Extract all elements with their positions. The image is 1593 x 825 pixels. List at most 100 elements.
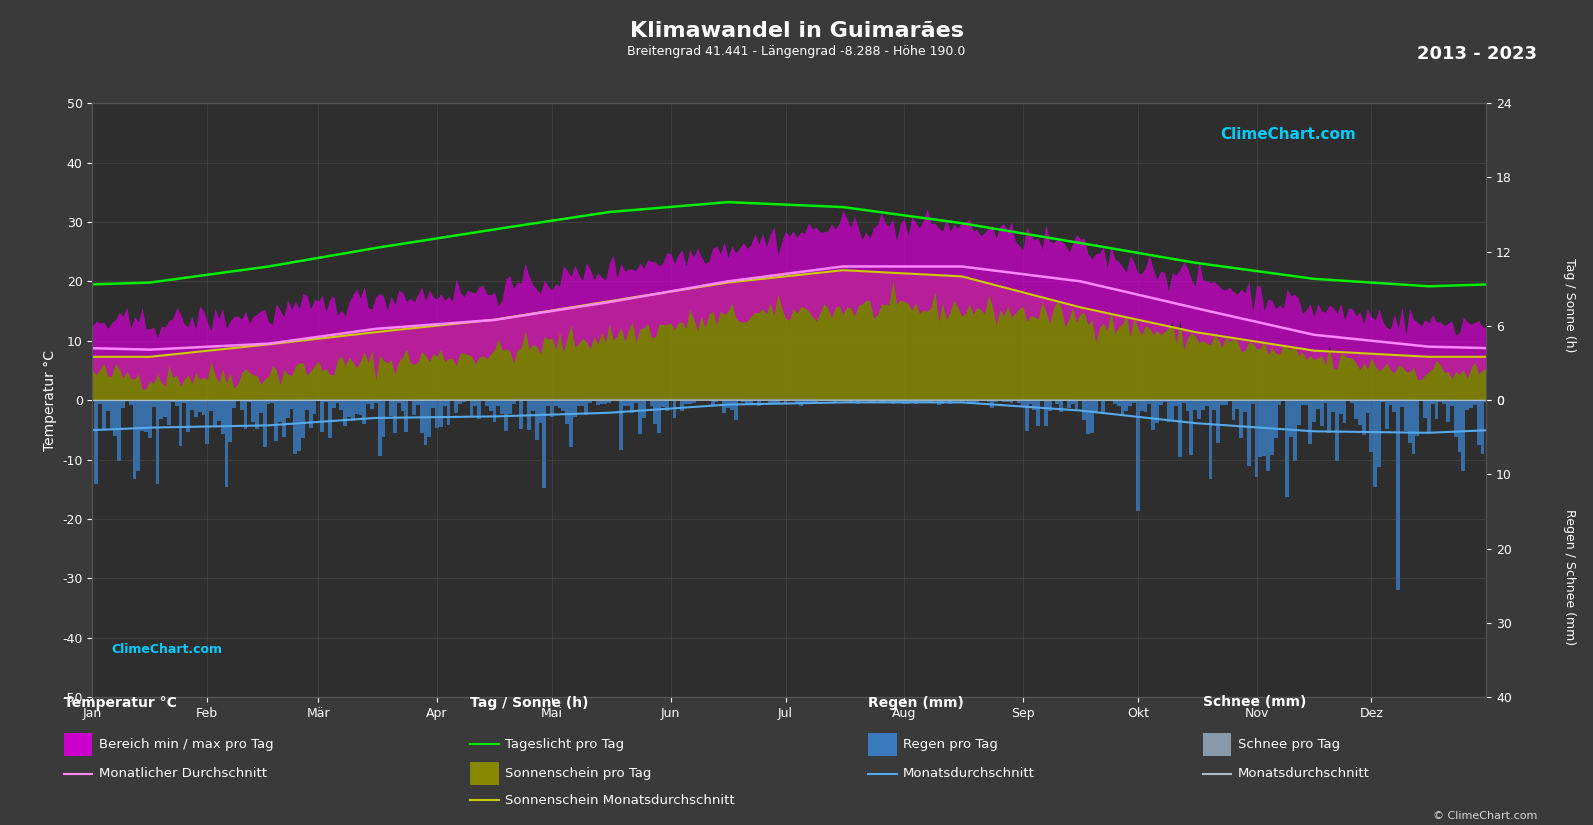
Text: Temperatur °C: Temperatur °C bbox=[64, 695, 177, 710]
Bar bbox=[1357, 400, 1362, 425]
Bar bbox=[795, 400, 800, 404]
Bar bbox=[975, 400, 978, 402]
Bar bbox=[631, 400, 634, 413]
Bar bbox=[221, 400, 225, 435]
Bar bbox=[519, 400, 523, 429]
Bar bbox=[465, 400, 470, 401]
Bar bbox=[620, 400, 623, 450]
Bar bbox=[530, 400, 535, 411]
Bar bbox=[1236, 400, 1239, 409]
Bar bbox=[1300, 400, 1305, 405]
Text: ClimeChart.com: ClimeChart.com bbox=[112, 643, 223, 656]
Bar bbox=[478, 400, 481, 418]
Bar bbox=[868, 400, 871, 402]
Bar bbox=[542, 400, 546, 488]
Bar bbox=[1231, 400, 1236, 420]
Bar bbox=[1262, 400, 1266, 456]
Bar bbox=[1117, 400, 1120, 407]
Bar bbox=[110, 400, 113, 428]
Bar bbox=[282, 400, 285, 437]
Bar bbox=[1469, 400, 1474, 408]
Bar bbox=[151, 400, 156, 407]
Bar bbox=[991, 400, 994, 408]
Bar bbox=[1005, 400, 1010, 402]
Bar bbox=[1450, 400, 1454, 407]
Bar bbox=[1048, 400, 1051, 411]
Bar bbox=[1332, 400, 1335, 412]
Bar bbox=[511, 400, 516, 404]
Bar bbox=[653, 400, 658, 424]
Bar bbox=[811, 400, 814, 402]
Bar bbox=[921, 400, 926, 403]
Bar bbox=[355, 400, 358, 414]
Bar bbox=[1281, 400, 1286, 402]
Bar bbox=[626, 400, 631, 406]
Bar bbox=[263, 400, 266, 446]
Bar bbox=[1316, 400, 1319, 408]
Bar bbox=[849, 400, 852, 403]
Bar bbox=[440, 400, 443, 427]
Bar bbox=[424, 400, 427, 446]
Bar bbox=[1193, 400, 1198, 411]
Bar bbox=[1423, 400, 1427, 417]
Bar bbox=[822, 400, 825, 401]
Bar bbox=[1024, 400, 1029, 431]
Bar bbox=[1442, 400, 1446, 403]
Bar bbox=[1144, 400, 1147, 412]
Bar bbox=[883, 400, 887, 402]
Bar bbox=[596, 400, 601, 405]
Bar bbox=[1427, 400, 1431, 432]
Bar bbox=[527, 400, 530, 430]
Bar bbox=[416, 400, 421, 404]
Bar bbox=[1217, 400, 1220, 443]
Bar bbox=[94, 400, 99, 484]
Bar bbox=[132, 400, 137, 479]
Bar bbox=[255, 400, 260, 429]
Bar bbox=[1139, 400, 1144, 411]
Bar bbox=[593, 400, 596, 402]
Bar bbox=[1171, 400, 1174, 421]
Bar bbox=[121, 400, 124, 408]
Bar bbox=[768, 400, 773, 403]
Bar bbox=[683, 400, 688, 404]
Bar bbox=[765, 400, 768, 401]
Bar bbox=[726, 400, 730, 408]
Bar bbox=[773, 400, 776, 403]
Bar bbox=[601, 400, 604, 404]
Bar bbox=[393, 400, 397, 433]
Bar bbox=[558, 400, 561, 408]
Bar bbox=[1258, 400, 1262, 457]
Bar bbox=[664, 400, 669, 411]
Bar bbox=[140, 400, 143, 431]
Bar bbox=[1158, 400, 1163, 405]
Bar bbox=[473, 400, 478, 406]
Bar bbox=[902, 400, 906, 404]
Bar bbox=[304, 400, 309, 410]
Bar bbox=[298, 400, 301, 450]
Bar bbox=[776, 400, 779, 403]
Bar bbox=[271, 400, 274, 403]
Bar bbox=[432, 400, 435, 408]
Bar bbox=[730, 400, 734, 410]
Bar bbox=[860, 400, 863, 402]
Bar bbox=[890, 400, 895, 404]
Bar bbox=[1128, 400, 1133, 406]
Bar bbox=[143, 400, 148, 431]
Bar bbox=[1201, 400, 1204, 410]
Bar bbox=[500, 400, 503, 414]
Bar bbox=[607, 400, 612, 403]
Bar bbox=[1037, 400, 1040, 426]
Bar bbox=[213, 400, 217, 401]
Bar bbox=[642, 400, 645, 417]
Bar bbox=[271, 400, 274, 401]
Bar bbox=[588, 400, 593, 403]
Bar bbox=[1239, 400, 1243, 438]
Bar bbox=[1029, 400, 1032, 404]
Bar bbox=[688, 400, 691, 403]
Bar bbox=[186, 400, 190, 431]
Text: Sonnenschein Monatsdurchschnitt: Sonnenschein Monatsdurchschnitt bbox=[505, 794, 734, 807]
Bar bbox=[573, 400, 577, 417]
Bar bbox=[1185, 400, 1190, 411]
Bar bbox=[940, 400, 945, 404]
Bar bbox=[749, 400, 753, 404]
